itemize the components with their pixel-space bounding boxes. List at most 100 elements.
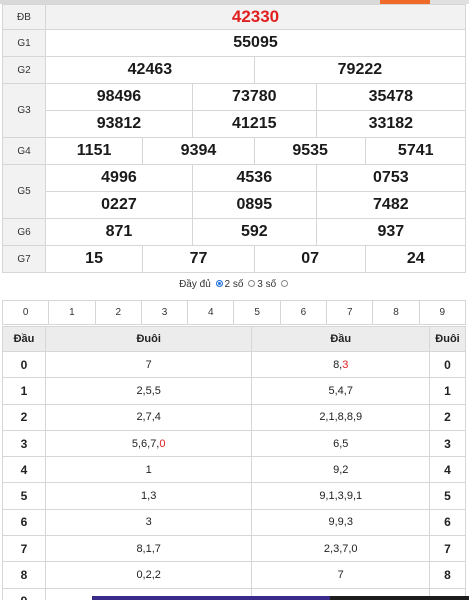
loto-tail-text: 2,7,4 — [136, 411, 161, 424]
loto-tail-text: 7 — [145, 358, 152, 371]
g6-value: 592 — [191, 218, 317, 246]
loto-head-values: 2,3,7,0 — [251, 535, 431, 563]
loto-tail-values: 1 — [44, 456, 253, 484]
loto-tail-text: 0,2,2 — [136, 569, 161, 582]
g5-value: 0227 — [45, 191, 193, 219]
loto-tail-text: 3 — [145, 516, 152, 529]
option-three-digit-label[interactable]: 3 số — [257, 279, 277, 290]
loto-tail-text: 1 — [145, 463, 152, 476]
result-row-g5: G5 4996 4536 0753 — [2, 164, 467, 219]
loto-head-digit: 4 — [2, 456, 46, 484]
digit-filter-item[interactable]: 8 — [372, 300, 420, 325]
top-accent-bar — [0, 0, 469, 4]
g6-value: 871 — [45, 218, 193, 246]
digit-filter-item[interactable]: 3 — [140, 300, 189, 325]
g3-value: 93812 — [45, 110, 193, 138]
loto-head-values: 9,9,3 — [251, 508, 431, 537]
banner-image — [330, 596, 469, 600]
prize-label-g4: G4 — [2, 137, 46, 165]
special-prize-value: 42330 — [45, 4, 466, 30]
loto-head-digit: 0 — [2, 350, 46, 379]
loto-head-values: 9,2 — [251, 456, 431, 484]
loto-head-tail-table: Đầu Đuôi Đầu Đuôi 0 7 8,3 0 1 2,5,5 5,4,7 1 2 2,7… — [2, 326, 466, 600]
header-dau: Đầu — [2, 326, 46, 352]
loto-row: 3 5,6,7,0 6,5 3 — [2, 429, 466, 458]
g7-value: 15 — [44, 245, 144, 273]
digit-filter-item[interactable]: 2 — [94, 300, 142, 325]
digit-filter-item[interactable]: 9 — [418, 300, 467, 325]
loto-tail-digit: 6 — [429, 508, 466, 537]
result-row-g4: G4 1151 9394 9535 5741 — [2, 137, 466, 165]
g3-value: 41215 — [191, 110, 317, 138]
prize-label-g2: G2 — [2, 56, 46, 84]
loto-tail-text: 5,6,7, — [131, 437, 160, 450]
loto-head-values: 9,1,3,9,1 — [251, 482, 431, 510]
header-dau-right: Đầu — [251, 326, 431, 352]
loto-head-values: 2,1,8,8,9 — [251, 403, 431, 431]
loto-head-text: 5,4,7 — [328, 384, 353, 397]
g5-value: 0753 — [315, 164, 467, 192]
bottom-banner-strip — [92, 596, 469, 600]
loto-tail-values: 0,2,2 — [44, 561, 253, 589]
loto-head-digit: 1 — [2, 377, 46, 405]
g4-value: 1151 — [44, 137, 144, 165]
loto-tail-values: 8,1,7 — [44, 535, 253, 563]
prize-label-g7: G7 — [2, 245, 46, 273]
g4-value: 5741 — [365, 137, 466, 165]
header-duoi-right: Đuôi — [429, 326, 466, 352]
g5-value: 0895 — [191, 191, 317, 219]
loto-row: 7 8,1,7 2,3,7,0 7 — [2, 535, 466, 563]
loto-head-text: 8, — [333, 358, 343, 371]
loto-head-digit: 3 — [2, 429, 46, 458]
radio-three-digit[interactable] — [248, 280, 256, 288]
g3-value: 73780 — [191, 83, 317, 111]
top-bar-gray — [0, 0, 380, 4]
loto-row: 5 1,3 9,1,3,9,1 5 — [2, 482, 466, 510]
loto-tail-digit: 8 — [429, 561, 466, 589]
g1-value: 55095 — [45, 29, 466, 57]
g4-value: 9394 — [142, 137, 255, 165]
loto-row: 8 0,2,2 7 8 — [2, 561, 466, 589]
g2-value: 42463 — [45, 56, 255, 84]
loto-tail-text: 1,3 — [141, 490, 157, 503]
digit-filter-item[interactable]: 6 — [279, 300, 328, 325]
loto-tail-highlight: 0 — [159, 437, 166, 450]
result-row-g1: G1 55095 — [2, 29, 466, 57]
loto-tail-digit: 3 — [429, 429, 466, 458]
digit-filter-item[interactable]: 1 — [48, 300, 96, 325]
loto-head-text: 2,1,8,8,9 — [319, 411, 363, 424]
banner-image — [92, 596, 330, 600]
digit-filter-item[interactable]: 7 — [326, 300, 374, 325]
g3-value: 35478 — [315, 83, 467, 111]
loto-header-row: Đầu Đuôi Đầu Đuôi — [2, 326, 466, 352]
loto-head-text: 6,5 — [333, 437, 349, 450]
loto-tail-values: 7 — [44, 350, 253, 379]
loto-row: 6 3 9,9,3 6 — [2, 508, 466, 537]
loto-head-text: 2,3,7,0 — [323, 542, 358, 555]
radio-full[interactable] — [280, 280, 288, 288]
g3-value: 98496 — [45, 83, 193, 111]
loto-row: 0 7 8,3 0 — [2, 350, 466, 379]
header-duoi: Đuôi — [44, 326, 253, 352]
digit-filter-item[interactable]: 4 — [187, 300, 235, 325]
loto-head-values: 7 — [251, 561, 431, 589]
lottery-results-table: ĐB 42330 G1 55095 G2 42463 79222 G3 9849… — [2, 4, 467, 273]
g7-value: 24 — [365, 245, 466, 273]
g5-value: 7482 — [315, 191, 467, 219]
g5-value: 4536 — [191, 164, 317, 192]
loto-row: 4 1 9,2 4 — [2, 456, 466, 484]
result-row-db: ĐB 42330 — [2, 4, 466, 30]
loto-head-values: 8,3 — [251, 350, 431, 379]
digit-filter-item[interactable]: 5 — [233, 300, 281, 325]
digit-filter-item[interactable]: 0 — [1, 300, 50, 325]
option-full-label: Đầy đủ — [179, 279, 211, 290]
loto-head-text: 9,2 — [333, 463, 349, 476]
g7-value: 77 — [142, 245, 255, 273]
option-two-digit-label[interactable]: 2 số — [224, 279, 244, 290]
loto-head-digit: 8 — [2, 561, 46, 589]
result-row-g5b: 0227 0895 7482 — [3, 191, 467, 219]
loto-tail-text: 8,1,7 — [136, 542, 161, 555]
loto-tail-digit: 1 — [429, 377, 466, 405]
radio-two-digit[interactable] — [215, 280, 223, 288]
loto-tail-values: 3 — [44, 508, 253, 537]
